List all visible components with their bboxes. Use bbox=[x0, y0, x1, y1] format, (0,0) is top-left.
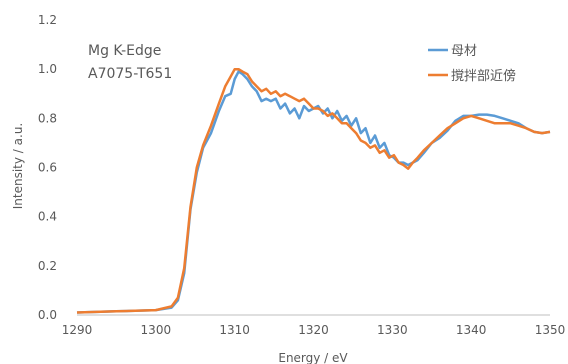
legend: 母材 撹拌部近傍 bbox=[428, 44, 516, 84]
x-tick-label: 1290 bbox=[62, 323, 93, 337]
annotation-sample: A7075-T651 bbox=[88, 66, 172, 82]
y-axis-label: Intensity / a.u. bbox=[11, 123, 25, 210]
plot-area bbox=[76, 67, 551, 314]
y-tick-label: 0.8 bbox=[38, 111, 57, 125]
y-tick-label: 0.2 bbox=[38, 259, 57, 273]
x-tick-labels: 1290 1300 1310 1320 1330 1340 1350 bbox=[62, 323, 566, 337]
x-tick-label: 1350 bbox=[535, 323, 566, 337]
x-tick-label: 1310 bbox=[219, 323, 250, 337]
y-tick-label: 0.4 bbox=[38, 210, 57, 224]
y-tick-label: 1.0 bbox=[38, 62, 57, 76]
x-tick-label: 1300 bbox=[141, 323, 172, 337]
legend-label-stir: 撹拌部近傍 bbox=[451, 68, 516, 84]
y-tick-label: 0.0 bbox=[38, 308, 57, 322]
legend-label-base: 母材 bbox=[451, 44, 477, 59]
x-tick-label: 1340 bbox=[456, 323, 487, 337]
series-line-stir bbox=[76, 67, 551, 314]
x-axis-label: Energy / eV bbox=[278, 351, 348, 364]
y-tick-label: 1.2 bbox=[38, 13, 57, 27]
annotation-edge: Mg K-Edge bbox=[88, 43, 161, 59]
x-tick-label: 1330 bbox=[377, 323, 408, 337]
y-tick-label: 0.6 bbox=[38, 161, 57, 175]
y-tick-labels: 0.0 0.2 0.4 0.6 0.8 1.0 1.2 bbox=[38, 13, 57, 322]
x-tick-label: 1320 bbox=[298, 323, 329, 337]
